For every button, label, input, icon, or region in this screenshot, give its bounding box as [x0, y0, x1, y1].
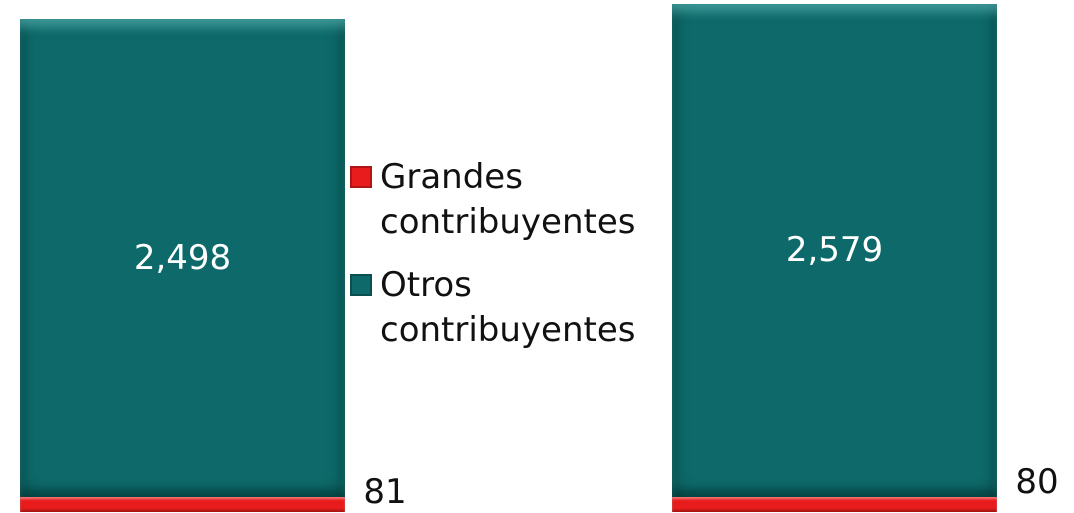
legend-swatch [350, 274, 372, 296]
legend-label: Otros contribuyentes [380, 265, 636, 350]
legend-item: Grandes contribuyentes [350, 155, 670, 245]
value-label: 80 [1015, 462, 1059, 502]
value-label: 81 [363, 472, 407, 512]
bar-segment-otros [20, 19, 345, 497]
legend-label: Grandes contribuyentes [380, 157, 636, 242]
value-label: 2,579 [785, 230, 884, 271]
legend-item: Otros contribuyentes [350, 263, 670, 353]
legend-swatch [350, 166, 372, 188]
bar-segment-grandes [672, 496, 997, 512]
bar-segment-otros [672, 4, 997, 497]
bar-segment-grandes [20, 496, 345, 512]
legend: Grandes contribuyentes Otros contribuyent… [350, 155, 670, 371]
value-label: 2,498 [133, 237, 232, 278]
